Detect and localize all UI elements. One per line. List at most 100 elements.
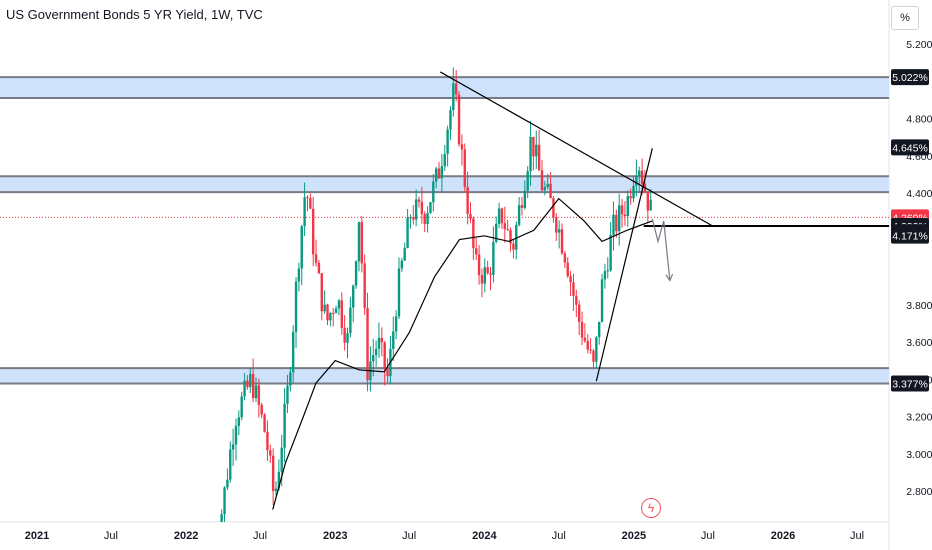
candle-body: [638, 170, 641, 176]
candle-body: [352, 285, 355, 308]
price-badge-1: [891, 139, 929, 156]
candle-body: [286, 385, 289, 404]
candle-body: [454, 83, 458, 95]
candle-body: [635, 175, 638, 186]
price-badge-5: [891, 227, 929, 244]
candle-body: [452, 83, 455, 111]
price-badge-label: 4.645%: [892, 142, 928, 154]
candle-body: [495, 223, 498, 242]
candle-body: [377, 337, 381, 349]
candle-body: [466, 186, 469, 214]
candle-body: [237, 417, 241, 426]
candle-body: [583, 337, 587, 342]
candle-body: [340, 300, 343, 328]
sr-zone-1: [0, 176, 889, 193]
candle-body: [569, 276, 572, 283]
candle-body: [492, 241, 495, 275]
candle-body: [383, 342, 386, 370]
candle-body: [546, 183, 549, 188]
price-badge-0: [891, 69, 929, 86]
candle-body: [412, 217, 415, 220]
candle-body: [560, 229, 564, 254]
candle-body: [231, 444, 235, 450]
y-tick-label: 2.800%: [906, 486, 932, 498]
candle-body: [289, 372, 292, 386]
candle-body: [440, 166, 444, 179]
y-tick-label: 3.600%: [906, 337, 932, 349]
candle-body: [506, 229, 509, 231]
price-badge-label: 4.171%: [892, 231, 928, 243]
candle-body: [223, 487, 226, 515]
candle-body: [526, 171, 529, 191]
candle-body: [320, 273, 323, 312]
candle-body: [329, 312, 332, 321]
candle-body: [240, 396, 243, 418]
candle-body: [595, 337, 598, 362]
candle-body: [303, 197, 306, 227]
candle-body: [515, 224, 518, 250]
candle-body: [460, 144, 464, 150]
price-badge-6: [891, 375, 929, 392]
candle-body: [397, 268, 401, 317]
candle-body: [509, 230, 512, 244]
candle-body: [243, 380, 246, 397]
y-tick-label: 3.200%: [906, 412, 932, 424]
candle-body: [475, 248, 478, 255]
candle-body: [234, 425, 238, 445]
candle-body: [251, 373, 255, 399]
candle-body: [597, 321, 601, 338]
x-tick-label: Jul: [701, 530, 715, 542]
candle-body: [529, 136, 532, 172]
candle-body: [357, 222, 361, 262]
candle-body: [572, 282, 575, 296]
candle-body: [612, 214, 615, 236]
candle-body: [589, 349, 592, 351]
candle-body: [349, 307, 352, 334]
candle-body: [577, 304, 581, 322]
unit-selector[interactable]: %: [891, 6, 919, 30]
candle-body: [623, 214, 627, 217]
candle-body: [555, 217, 558, 233]
candle-body: [260, 404, 263, 415]
candle-body: [540, 170, 544, 191]
candle-body: [632, 185, 635, 199]
candle-body: [291, 331, 295, 373]
candle-body: [532, 136, 535, 157]
x-tick-label: 2021: [25, 530, 49, 542]
candle-body: [374, 348, 378, 356]
projection-path: [651, 218, 671, 281]
candle-body: [537, 144, 541, 171]
candle-body: [443, 154, 446, 167]
candle-body: [497, 208, 501, 224]
trendline-0: [439, 71, 714, 228]
candle-body: [386, 369, 389, 377]
y-tick-label: 3.800%: [906, 300, 932, 312]
candle-body: [269, 450, 272, 456]
flash-icon[interactable]: ϟ: [641, 498, 661, 518]
candle-body: [437, 168, 441, 179]
candle-body: [360, 222, 364, 264]
candle-body: [449, 110, 452, 130]
candle-body: [575, 295, 578, 305]
x-tick-label: Jul: [552, 530, 566, 542]
candle-body: [549, 183, 552, 199]
candle-body: [429, 202, 432, 214]
candle-body: [646, 191, 650, 211]
candle-body: [363, 263, 366, 308]
x-tick-label: 2022: [174, 530, 198, 542]
candle-body: [477, 254, 481, 276]
candle-body: [254, 385, 258, 399]
candle-body: [323, 304, 326, 312]
candle-body: [600, 279, 604, 322]
candles: [220, 67, 652, 522]
y-tick-label: 5.200%: [906, 39, 932, 51]
candle-body: [457, 94, 461, 145]
candle-body: [271, 455, 275, 492]
candle-body: [472, 218, 475, 249]
projection-arrowhead: [665, 273, 674, 282]
candle-body: [469, 213, 472, 219]
candle-body: [297, 268, 301, 282]
candle-body: [400, 260, 404, 269]
candle-body: [420, 201, 424, 215]
